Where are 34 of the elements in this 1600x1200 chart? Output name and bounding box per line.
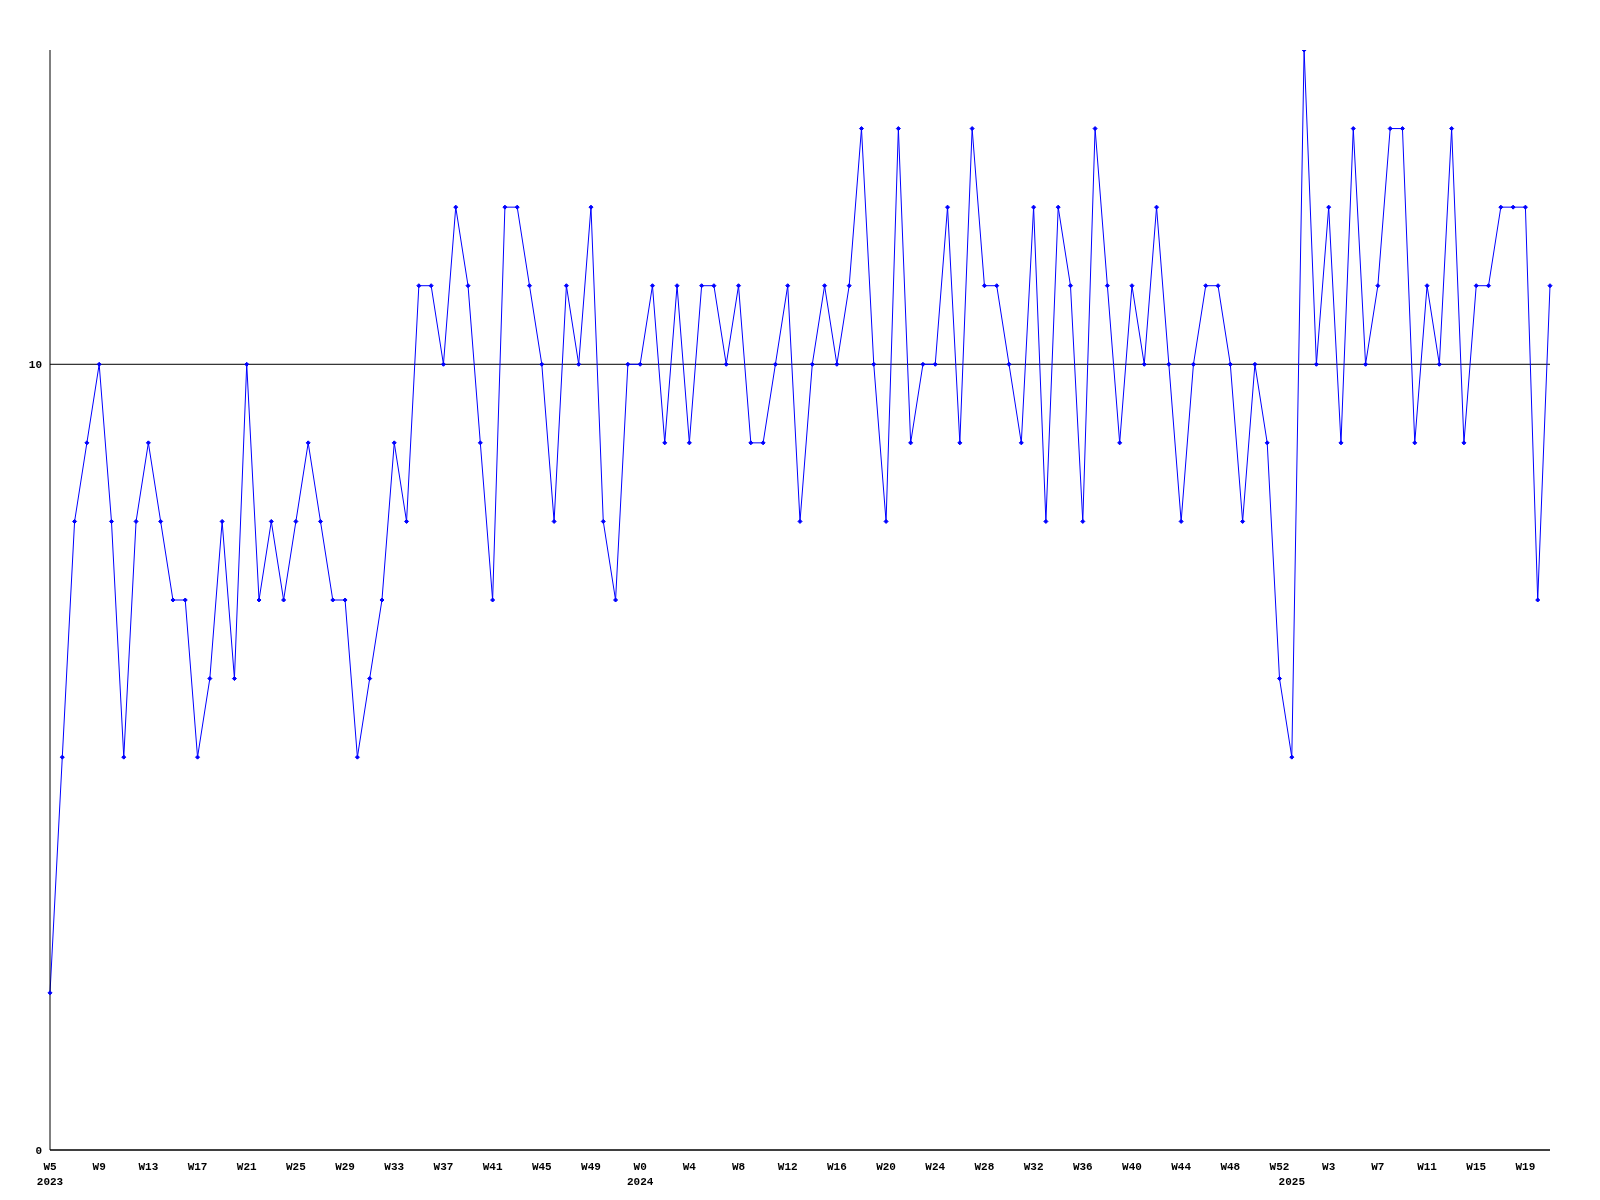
x-tick-label: W11 [1417,1161,1438,1173]
x-tick-label: W29 [335,1161,355,1173]
x-tick-label: W4 [682,1161,697,1173]
x-tick-label: W36 [1072,1161,1093,1173]
x-tick-label: W5 2023 [36,1161,64,1188]
x-tick-label: W0 2024 [626,1161,654,1188]
x-tick-label: W25 [286,1161,307,1173]
x-tick-label: W3 [1322,1161,1336,1173]
y-tick-label: 10 [28,359,42,372]
x-tick-label: 2025 [1278,1176,1306,1188]
x-tick-label: W20 [876,1161,896,1173]
x-tick-label: W33 [384,1161,405,1173]
x-tick-label: W37 [433,1161,454,1173]
x-tick-label: W8 [731,1161,746,1173]
x-tick-label: W7 [1371,1161,1385,1173]
x-tick-label: W41 [482,1161,503,1173]
x-tick-label: W13 [138,1161,159,1173]
x-tick-label: W9 [92,1161,106,1173]
x-tick-label: W32 [1023,1161,1044,1173]
x-tick-label: W28 [974,1161,995,1173]
y-tick-label: 0 [35,1144,42,1157]
x-tick-label: W44 [1171,1161,1192,1173]
x-tick-label: W16 [826,1161,847,1173]
x-tick-label: W19 [1515,1161,1536,1173]
x-tick-label: W52 [1269,1161,1290,1173]
x-tick-label: W40 [1122,1161,1142,1173]
x-tick-label: W24 [925,1161,946,1173]
x-tick-label: W15 [1466,1161,1487,1173]
x-tick-label: W12 [777,1161,798,1173]
x-tick-label: W49 [581,1161,601,1173]
x-tick-label: W48 [1220,1161,1241,1173]
x-tick-label: W17 [187,1161,208,1173]
x-tick-label: W21 [236,1161,258,1173]
x-tick-label: W45 [531,1161,553,1173]
